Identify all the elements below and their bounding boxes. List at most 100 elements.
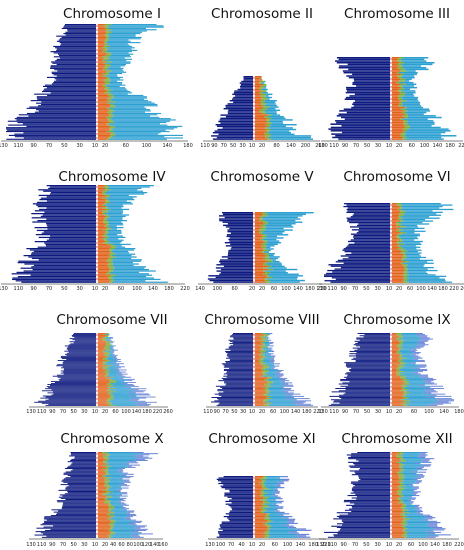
right-bar-mid (104, 501, 111, 503)
right-bar-mid (263, 248, 266, 250)
right-bar-outer (112, 116, 160, 118)
right-bar-base (98, 236, 106, 239)
right-bar-mid (262, 480, 266, 482)
right-bar-mid (398, 492, 403, 494)
left-bar (24, 263, 96, 265)
right-bar-mid (105, 24, 112, 26)
center-axis (253, 212, 255, 283)
right-bar-base (392, 398, 404, 400)
x-tick-label: 20 (102, 143, 108, 149)
right-bar-outer (408, 278, 445, 280)
x-tick-label: 110 (14, 143, 24, 149)
left-bar (44, 211, 96, 213)
right-bar-far (417, 466, 424, 468)
right-bar-base (255, 227, 261, 230)
right-bar-far (118, 375, 126, 377)
x-tick-label: 70 (353, 409, 359, 415)
right-bar-base (392, 499, 399, 501)
right-bar-outer (266, 212, 314, 214)
right-bar-outer (116, 246, 126, 248)
left-bar (42, 214, 96, 216)
right-bar-base (98, 69, 104, 71)
axis-marker (96, 258, 98, 260)
right-bar-mid (400, 470, 404, 472)
right-bar-outer (409, 125, 432, 127)
right-bar-mid (260, 238, 264, 241)
right-bar-outer (110, 342, 112, 344)
right-bar-mid (401, 136, 407, 139)
right-bar-base (392, 343, 400, 345)
right-bar-mid (110, 252, 114, 254)
left-bar (33, 264, 96, 267)
left-bar (232, 341, 253, 343)
right-bar-base (98, 127, 110, 129)
right-bar-base (98, 57, 105, 59)
right-bar-outer (111, 403, 138, 405)
right-bar-outer (270, 125, 286, 128)
left-bar (64, 25, 96, 27)
right-bar-mid (399, 343, 403, 345)
left-bar (219, 219, 253, 222)
right-bar-mid (103, 62, 106, 64)
right-bar-base (98, 220, 104, 222)
right-bar-outer (268, 365, 276, 367)
right-bar-base (392, 255, 403, 257)
right-bar-base (98, 225, 105, 227)
right-bar-mid (262, 371, 268, 373)
right-bar-far (274, 491, 280, 493)
right-bar-outer (402, 65, 421, 67)
right-bar-mid (399, 341, 404, 343)
right-bar-mid (267, 268, 273, 271)
right-bar-base (98, 502, 104, 504)
left-bar (356, 496, 390, 498)
right-bar-base (98, 133, 111, 135)
right-bar-base (98, 471, 105, 473)
right-bar-base (98, 207, 103, 209)
right-bar-outer (263, 230, 285, 233)
right-bar-mid (398, 499, 403, 501)
right-bar-far (414, 506, 419, 508)
right-bar-base (255, 393, 264, 395)
right-bar-mid (103, 367, 109, 369)
left-bar (7, 120, 96, 122)
right-bar-far (130, 398, 140, 400)
left-bar (48, 187, 96, 190)
left-bar (51, 72, 96, 75)
axis-marker (96, 473, 98, 475)
right-bar-far (129, 524, 137, 526)
right-bar-outer (401, 361, 417, 363)
right-bar-mid (103, 334, 107, 335)
left-bar (45, 243, 96, 246)
right-bar-mid (396, 364, 402, 366)
right-bar-outer (106, 464, 130, 466)
right-bar-base (255, 98, 262, 100)
axis-marker (253, 125, 255, 127)
right-bar-base (98, 267, 110, 269)
right-bar-base (98, 402, 107, 404)
right-bar-mid (265, 397, 269, 398)
left-bar (227, 496, 253, 498)
right-bar-mid (103, 221, 109, 223)
right-bar-mid (110, 521, 115, 523)
right-bar-outer (109, 473, 127, 475)
right-bar-outer (270, 138, 313, 140)
left-bar (355, 459, 390, 461)
right-bar-outer (267, 213, 306, 216)
right-bar-mid (266, 529, 269, 531)
right-bar-base (392, 477, 400, 479)
right-bar-mid (399, 347, 404, 349)
left-bar (230, 232, 253, 234)
left-bar (217, 128, 253, 131)
left-bar (219, 524, 253, 526)
right-bar-far (281, 476, 288, 478)
right-bar-far (139, 457, 153, 459)
right-bar-mid (107, 264, 113, 267)
right-bar-mid (108, 512, 115, 514)
right-bar-mid (259, 219, 265, 222)
right-bar-far (414, 463, 421, 465)
axis-marker (390, 481, 392, 483)
axis-marker (253, 517, 255, 519)
right-bar-base (392, 96, 399, 99)
right-bar-base (255, 251, 262, 253)
right-bar-far (418, 455, 426, 457)
